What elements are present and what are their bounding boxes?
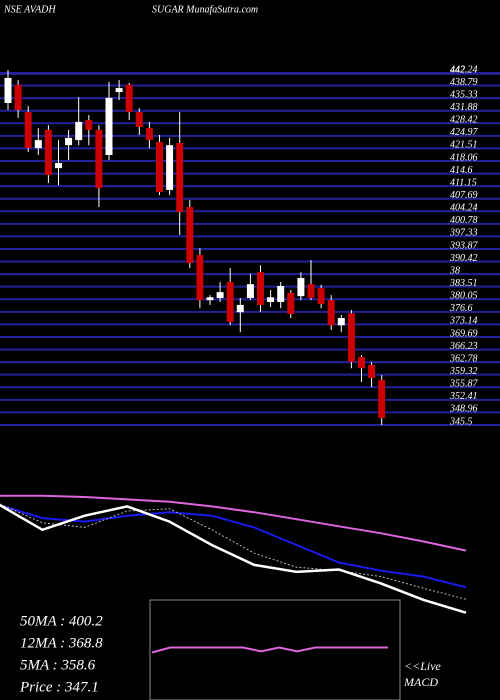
y-tick-label: 411.15	[450, 177, 477, 188]
candle-body	[166, 145, 174, 190]
y-tick-label: 383.51	[449, 278, 478, 289]
candle-body	[44, 129, 52, 176]
candle-body	[327, 300, 335, 326]
candle-body	[85, 120, 93, 130]
y-tick-label: 376.6	[449, 303, 473, 314]
y-tick-label: 355.87	[449, 379, 479, 390]
candle-body	[368, 364, 376, 379]
ma-label: 12MA : 368.8	[20, 635, 103, 651]
candle-body	[378, 379, 386, 419]
candle-body	[156, 141, 163, 193]
y-tick-label: 393.87	[449, 240, 479, 251]
y-tick-label: 369.69	[449, 328, 478, 339]
y-tick-label: 348.96	[449, 404, 478, 415]
candle-body	[24, 112, 32, 149]
y-tick-label: 400.78	[450, 215, 478, 226]
candle-body	[307, 284, 315, 298]
ma-label: 50MA : 400.2	[20, 613, 103, 629]
ma-label: 5MA : 358.6	[20, 657, 96, 673]
candle-body	[105, 97, 113, 156]
macd-line	[151, 646, 388, 654]
candle-body	[176, 143, 184, 213]
candle-body	[145, 128, 153, 141]
y-tick-label: 345.5	[449, 416, 473, 427]
candle-body	[277, 285, 285, 302]
candle-body	[246, 284, 254, 298]
candle-body	[14, 84, 22, 110]
candle-body	[4, 77, 12, 103]
candle-body	[55, 163, 62, 169]
candle-body	[206, 297, 214, 301]
y-tick-label: 414.6	[450, 165, 473, 176]
candle-body	[65, 137, 73, 146]
y-tick-label: 366.23	[449, 341, 478, 352]
chart-subtitle: SUGAR MunafaSutra.com	[152, 4, 258, 15]
y-tick-label: 418.06	[450, 152, 478, 163]
candle-body	[236, 304, 244, 313]
y-tick-label: 404.24	[450, 203, 478, 214]
macd-label: MACD	[403, 675, 438, 689]
candle-body	[317, 288, 325, 305]
y-tick-label: 380.05	[449, 291, 478, 302]
y-tick-label: 407.69	[450, 190, 478, 201]
candle-body	[125, 84, 133, 113]
y-tick-label: 421.51	[450, 140, 478, 151]
ma-line	[0, 504, 467, 589]
candle-body	[226, 281, 234, 323]
y-tick-label: 373.14	[449, 316, 478, 327]
y-tick-label: 397.33	[449, 228, 478, 239]
y-tick-label: 435.33	[450, 89, 478, 100]
y-tick-label: 359.32	[449, 366, 478, 377]
y-tick-label: 390.42	[449, 253, 478, 264]
candle-body	[34, 140, 42, 149]
ma-label: Price : 347.1	[19, 679, 99, 695]
y-tick-label: 428.42	[450, 115, 478, 126]
candle-body	[267, 297, 275, 302]
macd-box	[149, 599, 401, 700]
y-tick-label: 442.24	[450, 64, 478, 75]
candle-body	[95, 129, 103, 189]
candle-body	[337, 318, 345, 326]
macd-label: <<Live	[404, 659, 442, 673]
candle-body	[257, 272, 264, 305]
candle-body	[216, 292, 224, 298]
chart-title: NSE AVADH	[3, 4, 56, 15]
candle-body	[135, 112, 143, 127]
y-tick-label: 424.97	[450, 127, 479, 138]
y-tick-label: 442	[450, 65, 465, 76]
ma-line	[0, 494, 467, 552]
y-tick-label: 431.88	[450, 102, 478, 113]
y-tick-label: 352.41	[449, 391, 478, 402]
ma-line	[0, 503, 467, 600]
y-tick-label: 362.78	[449, 353, 478, 364]
candle-body	[358, 356, 365, 369]
y-tick-label: 438.79	[450, 77, 478, 88]
y-tick-label: 38	[449, 265, 460, 276]
ma-line	[0, 504, 467, 614]
candle-body	[196, 255, 204, 301]
candle-body	[347, 313, 355, 363]
candle-body	[115, 88, 123, 93]
candle-body	[297, 277, 305, 297]
candle-body	[287, 292, 295, 314]
candle-body	[186, 207, 194, 264]
candle-body	[75, 121, 83, 141]
